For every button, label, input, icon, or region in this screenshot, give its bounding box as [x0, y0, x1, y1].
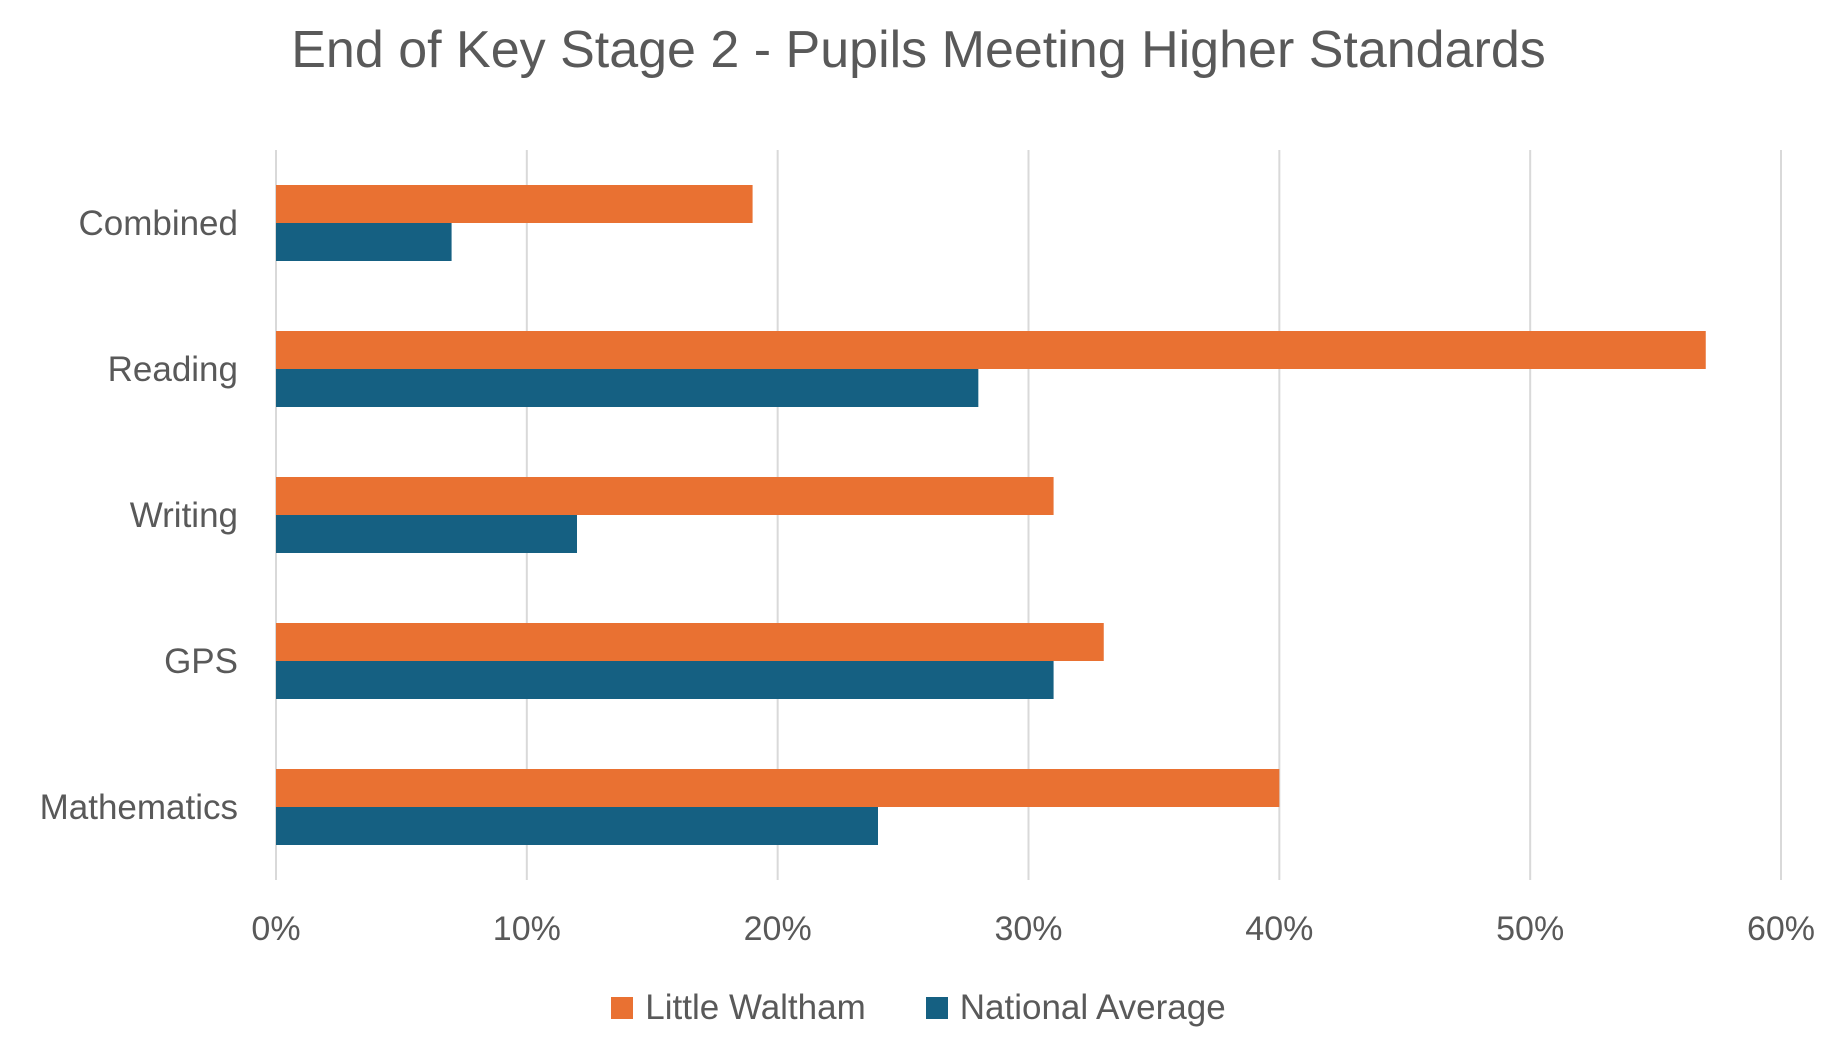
bar-little-waltham: [276, 185, 753, 223]
category-label: Writing: [130, 496, 238, 535]
bar-national-average: [276, 369, 979, 407]
x-tick-label: 20%: [744, 910, 812, 948]
x-tick-label: 50%: [1496, 910, 1564, 948]
category-label: GPS: [164, 642, 238, 681]
legend-item-little-waltham: Little Waltham: [611, 988, 866, 1028]
bar-national-average: [276, 661, 1054, 699]
category-label: Mathematics: [40, 788, 238, 827]
x-tick-label: 10%: [493, 910, 561, 948]
bar-national-average: [276, 807, 878, 845]
category-label: Reading: [108, 350, 238, 389]
legend-swatch-little-waltham: [611, 997, 634, 1019]
bar-national-average: [276, 223, 452, 261]
bar-little-waltham: [276, 769, 1280, 807]
bar-little-waltham: [276, 331, 1706, 369]
x-tick-label: 60%: [1747, 910, 1815, 948]
x-tick-label: 30%: [994, 910, 1062, 948]
bar-little-waltham: [276, 477, 1054, 515]
category-label: Combined: [78, 204, 238, 243]
bar-national-average: [276, 515, 577, 553]
legend-label-little-waltham: Little Waltham: [645, 988, 866, 1027]
legend-label-national-average: National Average: [959, 988, 1226, 1027]
chart-title: End of Key Stage 2 - Pupils Meeting High…: [291, 21, 1546, 79]
legend-item-national-average: National Average: [925, 988, 1226, 1028]
legend-swatch-national-average: [925, 997, 948, 1019]
bar-little-waltham: [276, 623, 1104, 661]
x-tick-label: 40%: [1245, 910, 1313, 948]
x-tick-label: 0%: [251, 910, 300, 948]
legend: Little Waltham National Average: [0, 988, 1837, 1028]
